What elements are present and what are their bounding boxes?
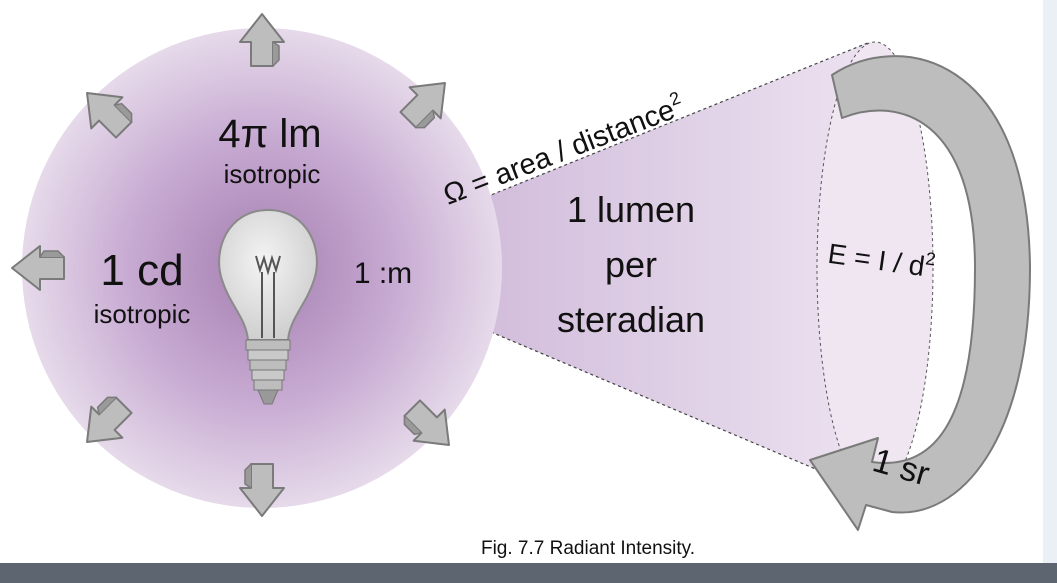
sphere-lumens-sublabel: isotropic xyxy=(224,159,321,189)
sphere-lumens-label: 4π lm xyxy=(218,112,321,156)
candela-sublabel: isotropic xyxy=(94,299,191,329)
cone-line-1: 1 lumen xyxy=(567,189,695,230)
bottom-bar xyxy=(0,563,1057,583)
candela-label: 1 cd xyxy=(100,246,183,295)
circular-arrow-icon xyxy=(809,55,1031,531)
page-right-edge xyxy=(1043,0,1057,563)
cone-line-2: per xyxy=(605,244,657,285)
cone-line-3: steradian xyxy=(557,299,705,340)
light-bulb-icon xyxy=(218,208,318,405)
figure-caption: Fig. 7.7 Radiant Intensity. xyxy=(481,538,695,559)
light-cone xyxy=(325,42,870,492)
source-label: 1 :m xyxy=(354,257,412,290)
